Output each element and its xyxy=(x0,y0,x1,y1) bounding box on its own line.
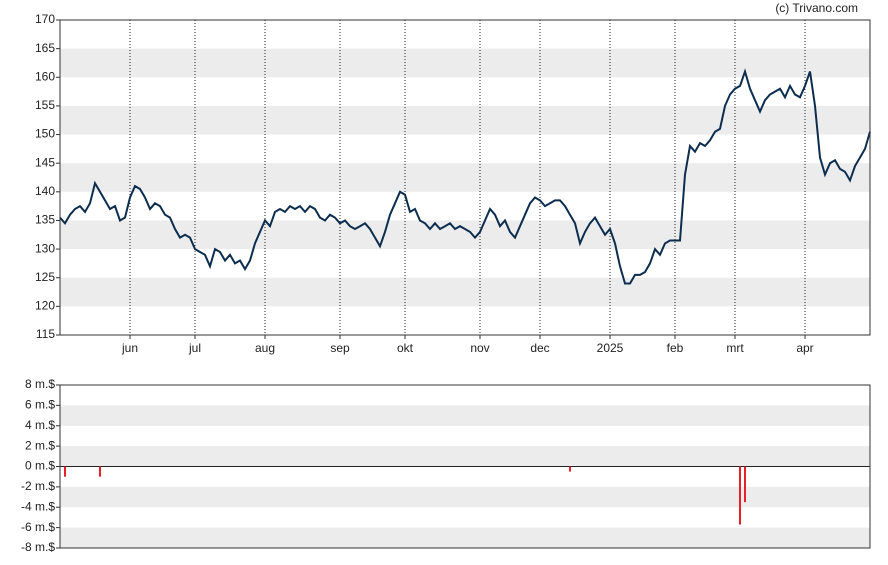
x-tick-label: dec xyxy=(530,341,549,355)
grid-band xyxy=(60,446,870,467)
y-tick-label: 6 m.$ xyxy=(25,398,55,412)
bar xyxy=(569,466,571,472)
x-tick-label: sep xyxy=(330,341,350,355)
y-tick-label: 150 xyxy=(35,127,55,141)
y-tick-label: -8 m.$ xyxy=(21,540,55,554)
y-tick-label: 130 xyxy=(35,241,55,255)
x-tick-label: okt xyxy=(397,341,414,355)
y-tick-label: -2 m.$ xyxy=(21,479,55,493)
plot-frame xyxy=(59,19,871,336)
x-tick-label: jul xyxy=(188,341,201,355)
grid-band xyxy=(60,486,870,508)
x-tick-label: 2025 xyxy=(597,341,624,355)
grid-band xyxy=(60,48,870,78)
bar xyxy=(99,466,101,477)
grid-band xyxy=(60,163,870,192)
y-tick-label: 120 xyxy=(35,299,55,313)
price-line xyxy=(59,68,871,285)
y-tick-label: 0 m.$ xyxy=(25,459,55,473)
bar xyxy=(64,466,66,477)
y-tick-label: 2 m.$ xyxy=(25,438,55,452)
x-tick-label: apr xyxy=(796,341,813,355)
y-tick-label: 140 xyxy=(35,184,55,198)
x-tick-label: aug xyxy=(255,341,275,355)
bar xyxy=(739,466,741,525)
y-tick-label: -4 m.$ xyxy=(21,499,55,513)
y-tick-label: 145 xyxy=(35,155,55,169)
y-tick-label: 135 xyxy=(35,213,55,227)
x-tick-label: jun xyxy=(121,341,138,355)
y-tick-label: 170 xyxy=(35,12,55,26)
y-tick-label: 160 xyxy=(35,69,55,83)
x-tick-label: mrt xyxy=(726,341,744,355)
grid-band xyxy=(60,105,870,135)
y-tick-label: 125 xyxy=(35,270,55,284)
y-tick-label: -6 m.$ xyxy=(21,520,55,534)
grid-band xyxy=(60,527,870,548)
x-tick-label: nov xyxy=(470,341,489,355)
y-tick-label: 4 m.$ xyxy=(25,418,55,432)
y-tick-label: 165 xyxy=(35,41,55,55)
bar xyxy=(744,466,746,503)
copyright: (c) Trivano.com xyxy=(775,1,858,15)
x-tick-label: feb xyxy=(667,341,684,355)
y-tick-label: 8 m.$ xyxy=(25,377,55,391)
y-tick-label: 155 xyxy=(35,98,55,112)
plot-frame xyxy=(59,384,871,549)
grid-band xyxy=(60,277,870,307)
grid-band xyxy=(60,405,870,426)
grid-band xyxy=(60,220,870,250)
y-tick-label: 115 xyxy=(36,327,55,341)
